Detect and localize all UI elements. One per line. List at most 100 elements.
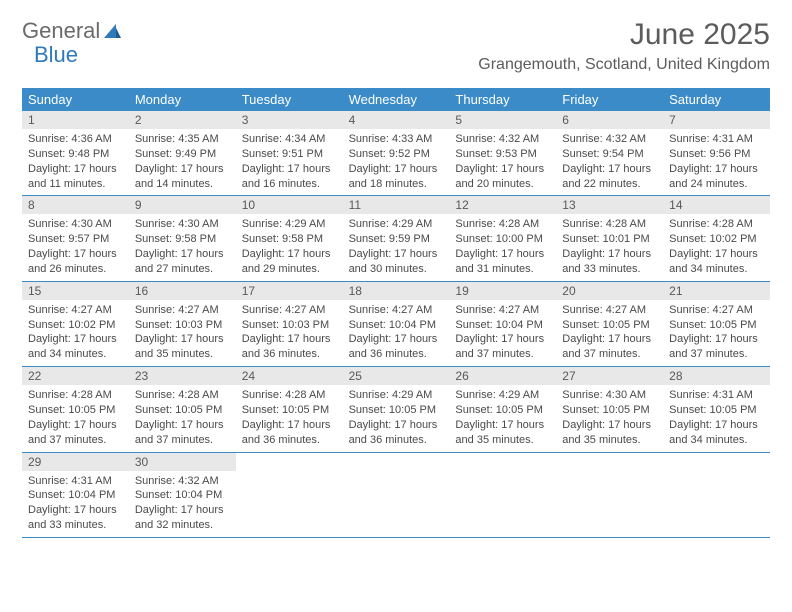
day-cell: 23Sunrise: 4:28 AMSunset: 10:05 PMDaylig… (129, 367, 236, 451)
day-info: Sunrise: 4:32 AMSunset: 10:04 PMDaylight… (129, 471, 236, 537)
day-header-tue: Tuesday (236, 88, 343, 111)
day-cell (343, 453, 450, 537)
day-number (449, 453, 556, 457)
day-number: 24 (236, 367, 343, 385)
day-cell: 14Sunrise: 4:28 AMSunset: 10:02 PMDaylig… (663, 196, 770, 280)
daylight-text: Daylight: 17 hours and 18 minutes. (349, 162, 444, 192)
daylight-text: Daylight: 17 hours and 35 minutes. (135, 332, 230, 362)
header: General June 2025 Grangemouth, Scotland,… (0, 0, 792, 80)
day-number: 26 (449, 367, 556, 385)
day-number: 25 (343, 367, 450, 385)
daylight-text: Daylight: 17 hours and 36 minutes. (242, 332, 337, 362)
day-number: 9 (129, 196, 236, 214)
day-info: Sunrise: 4:29 AMSunset: 10:05 PMDaylight… (343, 385, 450, 451)
sunrise-text: Sunrise: 4:29 AM (455, 388, 550, 403)
sunrise-text: Sunrise: 4:32 AM (135, 474, 230, 489)
day-number: 18 (343, 282, 450, 300)
sunset-text: Sunset: 10:05 PM (562, 318, 657, 333)
sunrise-text: Sunrise: 4:27 AM (242, 303, 337, 318)
day-info: Sunrise: 4:27 AMSunset: 10:04 PMDaylight… (449, 300, 556, 366)
sunrise-text: Sunrise: 4:28 AM (28, 388, 123, 403)
sunset-text: Sunset: 9:59 PM (349, 232, 444, 247)
week-row: 22Sunrise: 4:28 AMSunset: 10:05 PMDaylig… (22, 367, 770, 452)
sunrise-text: Sunrise: 4:31 AM (28, 474, 123, 489)
day-info: Sunrise: 4:28 AMSunset: 10:02 PMDaylight… (663, 214, 770, 280)
daylight-text: Daylight: 17 hours and 35 minutes. (562, 418, 657, 448)
day-number (663, 453, 770, 457)
daylight-text: Daylight: 17 hours and 26 minutes. (28, 247, 123, 277)
weeks-container: 1Sunrise: 4:36 AMSunset: 9:48 PMDaylight… (22, 111, 770, 538)
day-number: 3 (236, 111, 343, 129)
day-header-fri: Friday (556, 88, 663, 111)
day-cell: 24Sunrise: 4:28 AMSunset: 10:05 PMDaylig… (236, 367, 343, 451)
daylight-text: Daylight: 17 hours and 24 minutes. (669, 162, 764, 192)
day-cell: 15Sunrise: 4:27 AMSunset: 10:02 PMDaylig… (22, 282, 129, 366)
day-cell: 30Sunrise: 4:32 AMSunset: 10:04 PMDaylig… (129, 453, 236, 537)
day-number: 14 (663, 196, 770, 214)
day-cell (236, 453, 343, 537)
day-info: Sunrise: 4:35 AMSunset: 9:49 PMDaylight:… (129, 129, 236, 195)
sunset-text: Sunset: 9:56 PM (669, 147, 764, 162)
daylight-text: Daylight: 17 hours and 37 minutes. (28, 418, 123, 448)
daylight-text: Daylight: 17 hours and 34 minutes. (28, 332, 123, 362)
day-number: 30 (129, 453, 236, 471)
day-cell: 27Sunrise: 4:30 AMSunset: 10:05 PMDaylig… (556, 367, 663, 451)
day-number: 16 (129, 282, 236, 300)
day-cell (449, 453, 556, 537)
day-info: Sunrise: 4:31 AMSunset: 9:56 PMDaylight:… (663, 129, 770, 195)
sunset-text: Sunset: 10:02 PM (669, 232, 764, 247)
daylight-text: Daylight: 17 hours and 34 minutes. (669, 247, 764, 277)
day-info: Sunrise: 4:28 AMSunset: 10:00 PMDaylight… (449, 214, 556, 280)
day-info: Sunrise: 4:28 AMSunset: 10:05 PMDaylight… (129, 385, 236, 451)
day-info: Sunrise: 4:32 AMSunset: 9:54 PMDaylight:… (556, 129, 663, 195)
day-header-mon: Monday (129, 88, 236, 111)
day-info: Sunrise: 4:27 AMSunset: 10:04 PMDaylight… (343, 300, 450, 366)
day-number: 8 (22, 196, 129, 214)
day-info: Sunrise: 4:27 AMSunset: 10:03 PMDaylight… (129, 300, 236, 366)
day-number: 19 (449, 282, 556, 300)
day-header-sun: Sunday (22, 88, 129, 111)
day-number: 5 (449, 111, 556, 129)
sunset-text: Sunset: 9:51 PM (242, 147, 337, 162)
day-cell: 16Sunrise: 4:27 AMSunset: 10:03 PMDaylig… (129, 282, 236, 366)
daylight-text: Daylight: 17 hours and 37 minutes. (455, 332, 550, 362)
sunrise-text: Sunrise: 4:27 AM (349, 303, 444, 318)
sunset-text: Sunset: 10:04 PM (455, 318, 550, 333)
week-row: 1Sunrise: 4:36 AMSunset: 9:48 PMDaylight… (22, 111, 770, 196)
day-info: Sunrise: 4:27 AMSunset: 10:05 PMDaylight… (556, 300, 663, 366)
sunset-text: Sunset: 9:52 PM (349, 147, 444, 162)
day-number: 27 (556, 367, 663, 385)
day-number: 2 (129, 111, 236, 129)
sunset-text: Sunset: 10:04 PM (28, 488, 123, 503)
day-cell: 8Sunrise: 4:30 AMSunset: 9:57 PMDaylight… (22, 196, 129, 280)
daylight-text: Daylight: 17 hours and 14 minutes. (135, 162, 230, 192)
day-number: 6 (556, 111, 663, 129)
sunset-text: Sunset: 10:01 PM (562, 232, 657, 247)
day-cell: 25Sunrise: 4:29 AMSunset: 10:05 PMDaylig… (343, 367, 450, 451)
day-info: Sunrise: 4:29 AMSunset: 9:58 PMDaylight:… (236, 214, 343, 280)
sunrise-text: Sunrise: 4:30 AM (562, 388, 657, 403)
sunset-text: Sunset: 10:05 PM (349, 403, 444, 418)
day-header-wed: Wednesday (343, 88, 450, 111)
day-cell (556, 453, 663, 537)
day-number: 4 (343, 111, 450, 129)
day-cell: 19Sunrise: 4:27 AMSunset: 10:04 PMDaylig… (449, 282, 556, 366)
day-header-thu: Thursday (449, 88, 556, 111)
day-info: Sunrise: 4:34 AMSunset: 9:51 PMDaylight:… (236, 129, 343, 195)
sunrise-text: Sunrise: 4:27 AM (669, 303, 764, 318)
day-number: 12 (449, 196, 556, 214)
sunrise-text: Sunrise: 4:27 AM (28, 303, 123, 318)
daylight-text: Daylight: 17 hours and 31 minutes. (455, 247, 550, 277)
day-cell: 5Sunrise: 4:32 AMSunset: 9:53 PMDaylight… (449, 111, 556, 195)
day-info: Sunrise: 4:27 AMSunset: 10:03 PMDaylight… (236, 300, 343, 366)
day-number: 17 (236, 282, 343, 300)
week-row: 15Sunrise: 4:27 AMSunset: 10:02 PMDaylig… (22, 282, 770, 367)
sunset-text: Sunset: 10:05 PM (28, 403, 123, 418)
day-cell: 20Sunrise: 4:27 AMSunset: 10:05 PMDaylig… (556, 282, 663, 366)
day-number: 11 (343, 196, 450, 214)
daylight-text: Daylight: 17 hours and 11 minutes. (28, 162, 123, 192)
day-number: 23 (129, 367, 236, 385)
logo: General (22, 18, 122, 44)
day-info: Sunrise: 4:30 AMSunset: 9:58 PMDaylight:… (129, 214, 236, 280)
day-number: 28 (663, 367, 770, 385)
